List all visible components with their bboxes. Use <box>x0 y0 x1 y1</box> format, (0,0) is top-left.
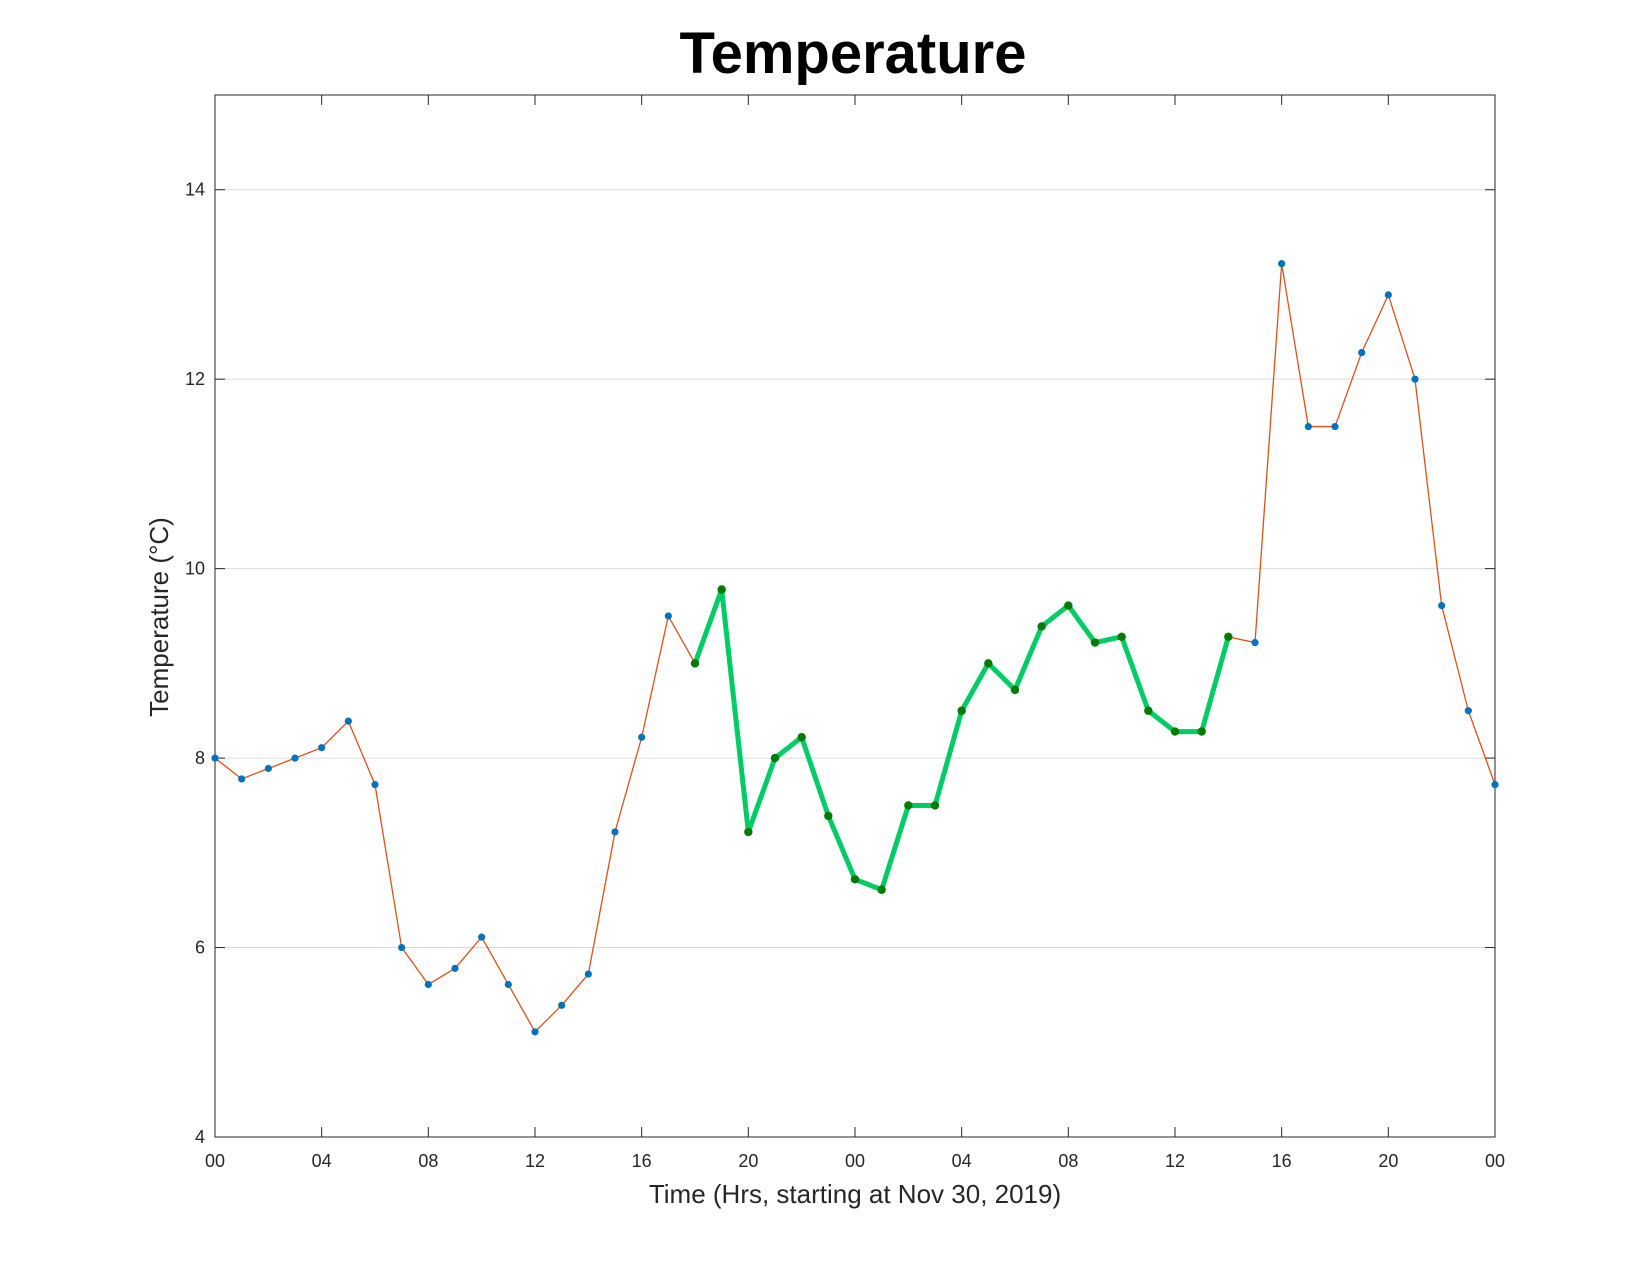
data-point <box>1304 422 1312 431</box>
data-point <box>1251 638 1259 647</box>
data-point <box>638 733 646 741</box>
x-tick-label: 12 <box>1165 1151 1185 1171</box>
grid-lines <box>215 189 1495 949</box>
data-point <box>211 754 219 762</box>
data-point <box>318 744 326 752</box>
data-point <box>424 980 432 989</box>
highlighted-data-point <box>877 885 886 894</box>
data-point <box>1464 707 1472 715</box>
data-point <box>264 764 272 773</box>
x-tick-label: 00 <box>1485 1151 1505 1171</box>
data-point <box>558 1001 566 1009</box>
x-tick-label: 20 <box>738 1151 758 1171</box>
x-tick-label: 00 <box>205 1151 225 1171</box>
highlighted-data-point <box>1144 706 1153 715</box>
y-tick-label: 4 <box>195 1127 205 1147</box>
highlighted-data-point <box>850 875 860 884</box>
data-point <box>504 980 512 989</box>
data-point <box>531 1028 539 1036</box>
highlighted-data-point <box>1197 727 1206 736</box>
highlighted-data-point <box>1037 622 1046 631</box>
highlighted-data-point <box>1010 685 1020 695</box>
data-series <box>211 260 1499 1036</box>
highlighted-data-point <box>770 753 780 763</box>
data-point <box>451 964 459 972</box>
x-tick-label: 04 <box>312 1151 332 1171</box>
data-point <box>371 781 379 789</box>
highlighted-data-point <box>1170 727 1180 736</box>
highlighted-data-point <box>930 801 940 810</box>
data-point <box>584 970 592 978</box>
data-point <box>1438 601 1446 610</box>
data-point <box>344 717 352 725</box>
x-axis-label: Time (Hrs, starting at Nov 30, 2019) <box>649 1179 1061 1209</box>
y-tick-label: 14 <box>185 180 205 200</box>
x-tick-label: 08 <box>1058 1151 1078 1171</box>
axis-ticks <box>214 95 1496 1138</box>
highlighted-data-point <box>1064 601 1073 610</box>
highlighted-segment-line <box>692 586 1231 893</box>
plot-frame <box>214 94 1496 1138</box>
tick-labels: 4 6 8 10 12 14 00 04 08 12 16 20 00 04 08 12 16 20 00 <box>185 180 1505 1171</box>
highlighted-data-point <box>957 706 966 715</box>
highlighted-data-point <box>1224 632 1233 642</box>
highlighted-data-point <box>690 659 700 668</box>
x-tick-label: 04 <box>952 1151 972 1171</box>
highlighted-data-point <box>744 827 753 837</box>
data-point <box>664 612 672 620</box>
data-point <box>611 828 619 836</box>
highlighted-data-point <box>797 733 806 742</box>
data-point <box>1331 422 1339 431</box>
data-point <box>291 754 299 762</box>
x-tick-label: 16 <box>632 1151 652 1171</box>
x-tick-label: 20 <box>1378 1151 1398 1171</box>
y-tick-label: 10 <box>185 559 205 579</box>
data-point <box>238 775 246 783</box>
data-point <box>1358 349 1366 357</box>
x-tick-label: 08 <box>418 1151 438 1171</box>
x-tick-label: 12 <box>525 1151 545 1171</box>
data-point <box>398 943 406 952</box>
highlighted-data-point <box>824 811 833 821</box>
data-point <box>478 933 486 941</box>
x-tick-label: 00 <box>845 1151 865 1171</box>
chart-title: Temperature <box>679 21 1026 86</box>
highlighted-data-point <box>984 659 993 668</box>
y-tick-label: 6 <box>195 938 205 958</box>
y-axis-label: Temperature (°C) <box>144 517 174 717</box>
data-point <box>1278 260 1286 268</box>
highlighted-data-point <box>904 801 913 810</box>
highlighted-data-point <box>1090 638 1100 647</box>
data-point <box>1491 781 1499 789</box>
data-point <box>1411 375 1419 383</box>
y-tick-label: 8 <box>195 748 205 768</box>
highlighted-data-point <box>1117 632 1126 642</box>
highlighted-data-point <box>717 585 726 594</box>
data-point <box>1384 291 1392 299</box>
y-tick-label: 12 <box>185 369 205 389</box>
x-tick-label: 16 <box>1272 1151 1292 1171</box>
